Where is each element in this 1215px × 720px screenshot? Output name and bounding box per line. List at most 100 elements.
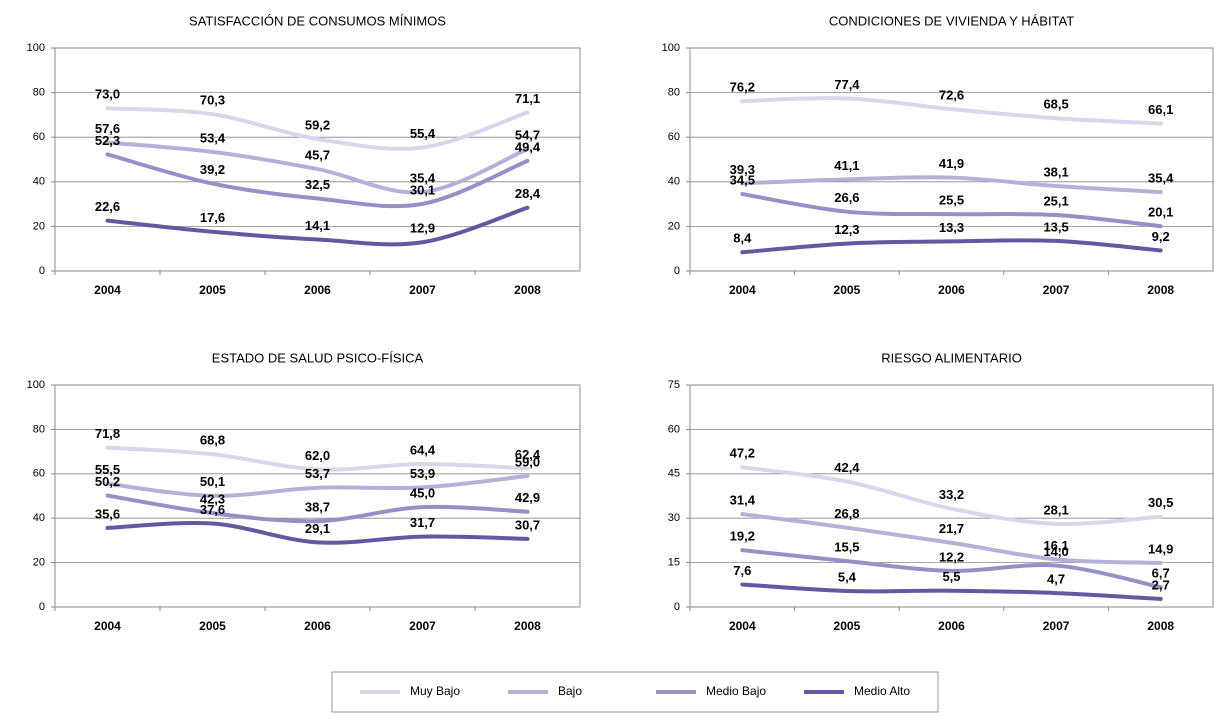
x-tick-label: 2007 bbox=[1043, 619, 1070, 633]
data-label: 5,4 bbox=[838, 569, 857, 584]
data-label: 53,9 bbox=[410, 466, 435, 481]
data-label: 68,5 bbox=[1043, 97, 1068, 112]
plot-area bbox=[689, 384, 1214, 608]
x-tick-label: 2007 bbox=[409, 283, 436, 297]
data-label: 35,4 bbox=[1148, 170, 1174, 185]
data-label: 4,7 bbox=[1047, 572, 1065, 587]
data-label: 50,1 bbox=[200, 474, 225, 489]
data-label: 45,0 bbox=[410, 486, 435, 501]
data-label: 39,3 bbox=[730, 162, 755, 177]
chart-title: CONDICIONES DE VIVIENDA Y HÁBITAT bbox=[829, 13, 1074, 28]
y-tick-label: 80 bbox=[33, 423, 45, 435]
data-label: 14,1 bbox=[305, 218, 330, 233]
x-tick-label: 2005 bbox=[199, 283, 226, 297]
data-label: 12,3 bbox=[834, 222, 859, 237]
data-label: 16,1 bbox=[1043, 538, 1068, 553]
data-label: 30,1 bbox=[410, 182, 435, 197]
data-label: 62,4 bbox=[515, 447, 541, 462]
data-label: 45,7 bbox=[305, 148, 330, 163]
data-label: 49,4 bbox=[515, 139, 541, 154]
data-label: 25,5 bbox=[939, 193, 964, 208]
x-tick-label: 2005 bbox=[834, 283, 861, 297]
data-label: 77,4 bbox=[834, 77, 860, 92]
y-tick-label: 100 bbox=[662, 42, 680, 54]
data-label: 68,8 bbox=[200, 433, 225, 448]
y-tick-label: 40 bbox=[33, 512, 45, 524]
series-line bbox=[740, 582, 1163, 602]
chart-title: RIESGO ALIMENTARIO bbox=[881, 350, 1022, 365]
data-label: 72,6 bbox=[939, 88, 964, 103]
data-label: 53,4 bbox=[200, 130, 226, 145]
data-label: 35,4 bbox=[410, 170, 436, 185]
data-label: 62,0 bbox=[305, 448, 330, 463]
x-tick-label: 2005 bbox=[199, 619, 226, 633]
y-tick-label: 80 bbox=[668, 87, 680, 99]
data-label: 14,0 bbox=[1043, 544, 1068, 559]
plot-area bbox=[689, 47, 1214, 272]
data-label: 15,5 bbox=[834, 540, 859, 555]
y-tick-label: 0 bbox=[39, 265, 45, 277]
data-label: 73,0 bbox=[95, 87, 120, 102]
y-tick-label: 75 bbox=[668, 379, 680, 391]
data-label: 19,2 bbox=[730, 529, 755, 544]
x-tick-label: 2004 bbox=[94, 619, 121, 633]
y-tick-label: 0 bbox=[39, 601, 45, 613]
data-label: 42,4 bbox=[834, 460, 860, 475]
data-label: 55,5 bbox=[95, 462, 120, 477]
data-label: 64,4 bbox=[410, 442, 436, 457]
data-label: 59,0 bbox=[515, 454, 540, 469]
chart-title: ESTADO DE SALUD PSICO-FÍSICA bbox=[212, 350, 424, 365]
legend-label: Medio Alto bbox=[854, 684, 910, 698]
data-label: 33,2 bbox=[939, 487, 964, 502]
series-line bbox=[740, 548, 1163, 590]
data-label: 41,1 bbox=[834, 158, 859, 173]
y-tick-label: 80 bbox=[33, 87, 45, 99]
series-line bbox=[740, 465, 1163, 526]
series-line bbox=[105, 493, 530, 524]
y-tick-label: 45 bbox=[668, 468, 680, 480]
series-line bbox=[740, 96, 1163, 126]
data-label: 34,5 bbox=[730, 173, 755, 188]
data-label: 66,1 bbox=[1148, 102, 1173, 117]
data-label: 26,6 bbox=[834, 190, 859, 205]
data-label: 55,4 bbox=[410, 126, 436, 141]
data-label: 31,4 bbox=[730, 492, 756, 507]
x-tick-label: 2004 bbox=[729, 283, 756, 297]
y-tick-label: 15 bbox=[668, 557, 680, 569]
data-label: 20,1 bbox=[1148, 205, 1173, 220]
chart-title: SATISFACCIÓN DE CONSUMOS MÍNIMOS bbox=[189, 13, 446, 28]
data-label: 53,7 bbox=[305, 466, 330, 481]
data-label: 52,3 bbox=[95, 133, 120, 148]
series-line bbox=[105, 205, 530, 247]
data-label: 30,7 bbox=[515, 517, 540, 532]
series-line bbox=[105, 474, 530, 498]
data-label: 5,5 bbox=[942, 569, 960, 584]
series-line bbox=[740, 238, 1163, 255]
y-tick-label: 60 bbox=[668, 131, 680, 143]
data-label: 17,6 bbox=[200, 210, 225, 225]
x-tick-label: 2006 bbox=[938, 619, 965, 633]
data-label: 54,7 bbox=[515, 127, 540, 142]
y-tick-label: 40 bbox=[33, 176, 45, 188]
y-tick-label: 20 bbox=[33, 220, 45, 232]
y-tick-label: 100 bbox=[27, 42, 45, 54]
data-label: 50,2 bbox=[95, 474, 120, 489]
data-label: 8,4 bbox=[733, 231, 752, 246]
data-label: 28,1 bbox=[1043, 502, 1068, 517]
data-label: 9,2 bbox=[1152, 229, 1170, 244]
data-label: 13,5 bbox=[1043, 219, 1068, 234]
series-line bbox=[105, 445, 530, 472]
data-label: 7,6 bbox=[733, 563, 751, 578]
data-label: 12,2 bbox=[939, 549, 964, 564]
x-tick-label: 2007 bbox=[1043, 283, 1070, 297]
series-line bbox=[105, 140, 530, 195]
plot-area bbox=[54, 47, 581, 272]
x-tick-label: 2006 bbox=[938, 283, 965, 297]
y-tick-label: 40 bbox=[668, 176, 680, 188]
data-label: 14,9 bbox=[1148, 541, 1173, 556]
x-tick-label: 2006 bbox=[304, 283, 331, 297]
plot-area bbox=[54, 384, 581, 608]
data-label: 12,9 bbox=[410, 221, 435, 236]
x-tick-label: 2006 bbox=[304, 619, 331, 633]
